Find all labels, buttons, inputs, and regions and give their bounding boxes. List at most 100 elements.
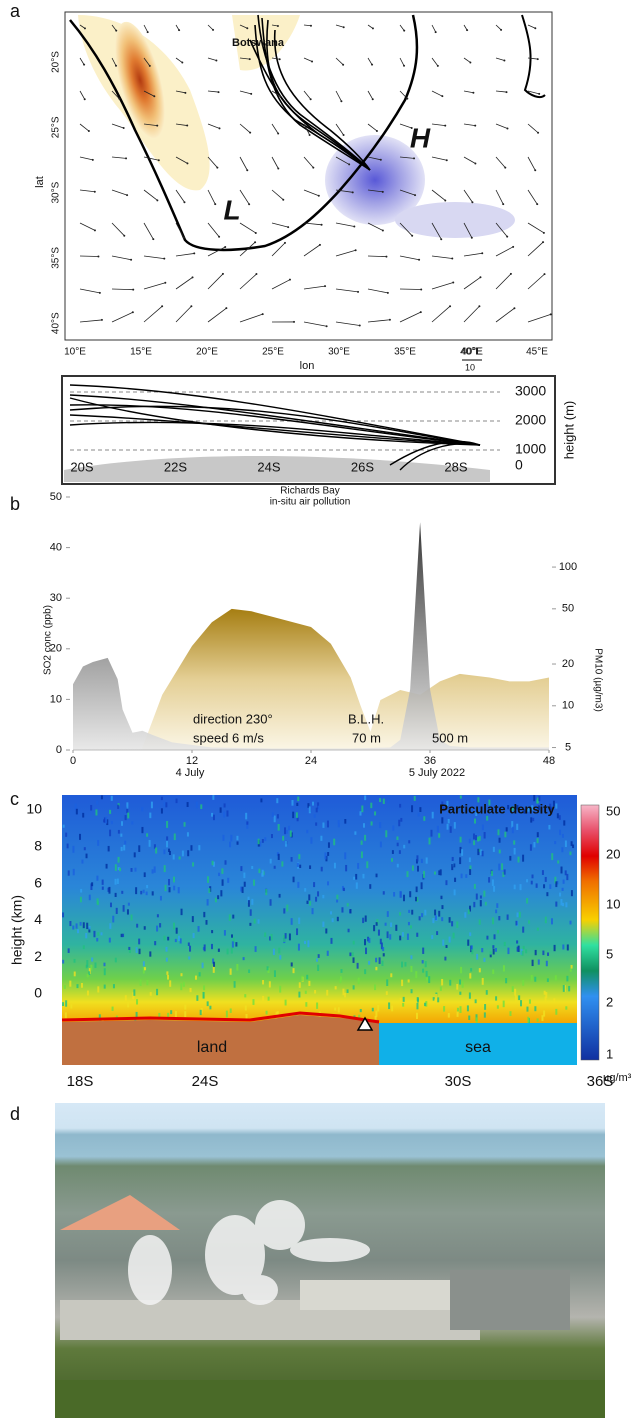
speckle [272, 948, 275, 956]
speckle [451, 856, 454, 861]
wind-arrow-head [216, 166, 219, 169]
colorbar-tick-label: 20 [606, 846, 620, 861]
speckle [431, 811, 434, 819]
wind-arrow-head [354, 249, 357, 252]
speckle [544, 916, 547, 924]
speckle [516, 823, 519, 830]
wind-arrow-head [403, 64, 406, 67]
speckle [343, 887, 346, 892]
date-label: 4 July [176, 767, 205, 779]
speckle [415, 896, 418, 902]
speckle [65, 832, 68, 837]
wind-arrow [111, 123, 124, 129]
wind-arrow-head [469, 61, 472, 64]
speckle [554, 876, 557, 884]
speckle [351, 952, 354, 957]
speckle [271, 812, 274, 817]
speckle [410, 989, 413, 994]
terrain [64, 456, 490, 482]
speckle [336, 894, 339, 900]
speckle [290, 857, 293, 862]
speckle [244, 994, 247, 998]
wind-arrow [239, 90, 252, 95]
speckle [325, 928, 328, 934]
speckle [326, 820, 329, 828]
speckle [451, 864, 454, 871]
speckle [69, 920, 72, 927]
wind-arrow-head [83, 27, 86, 30]
wind-arrow-head [309, 24, 312, 27]
wind-arrow [527, 57, 538, 60]
wind-arrow-head [419, 311, 422, 314]
speckle [415, 886, 418, 893]
speckle [103, 984, 106, 989]
speckle [522, 854, 525, 862]
speckle [469, 865, 472, 870]
speckle [258, 868, 261, 874]
vector-key-label: 40°E [461, 347, 483, 358]
speckle [555, 803, 558, 809]
y-tick-label: 6 [34, 874, 42, 890]
speckle [149, 812, 152, 819]
x-tick-label: 45°E [526, 347, 548, 358]
wind-arrow-head [444, 199, 447, 202]
wind-arrow-head [353, 225, 356, 228]
wind-arrow-head [254, 241, 257, 244]
wind-arrow [495, 246, 514, 257]
speckle [476, 953, 479, 960]
speckle [390, 922, 393, 928]
speckle [242, 957, 245, 961]
speckle [284, 827, 287, 835]
speckle [477, 836, 480, 842]
speckle [91, 882, 94, 887]
speckle [362, 823, 365, 828]
wind-arrow [143, 57, 151, 67]
speckle [536, 832, 539, 838]
speckle [493, 885, 496, 892]
speckle [411, 909, 414, 915]
speckle [322, 921, 325, 928]
speckle [493, 934, 496, 940]
speckle [436, 825, 439, 833]
y-tick-label: 40°S [51, 312, 62, 334]
wind-arrow [79, 222, 96, 231]
speckle [364, 834, 367, 841]
speckle [344, 819, 347, 824]
speckle [494, 947, 497, 952]
y-tick-label: 0 [34, 985, 42, 1001]
speckle [468, 992, 471, 999]
y-tick-label: 50 [50, 491, 62, 503]
speckle [133, 989, 136, 996]
speckle [543, 884, 546, 889]
wind-arrow-head [549, 313, 552, 316]
speckle [562, 879, 565, 884]
wind-arrow-head [148, 64, 151, 67]
wind-arrow [175, 222, 185, 238]
speckle [205, 919, 208, 925]
wind-arrow-head [444, 124, 447, 127]
speckle [136, 923, 139, 928]
speckle [428, 837, 431, 845]
speckle [195, 801, 198, 809]
wind-arrow [239, 189, 250, 205]
wind-arrow [335, 249, 356, 257]
speckle [417, 865, 420, 872]
speckle [128, 946, 131, 950]
speckle [314, 990, 317, 994]
speckle [516, 912, 519, 918]
area-series [73, 522, 549, 750]
speckle [411, 805, 414, 813]
wind-arrow [527, 313, 551, 323]
speckle [109, 829, 112, 837]
speckle [245, 812, 248, 820]
wind-arrow-head [312, 166, 315, 169]
speckle [229, 968, 232, 975]
speckle [486, 935, 489, 940]
speckle [473, 840, 476, 846]
wind-arrow [335, 222, 355, 227]
speckle [124, 815, 127, 821]
speckle [62, 959, 65, 964]
speckle [498, 849, 501, 854]
wind-arrow-head [386, 291, 389, 294]
annotation: 500 m [432, 730, 468, 745]
